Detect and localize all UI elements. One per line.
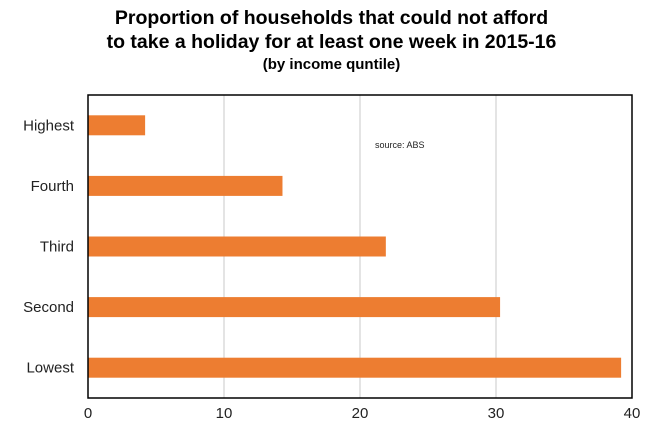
category-label-lowest: Lowest (26, 360, 74, 377)
x-tick-labels: 0 10 20 30 40 (84, 405, 641, 422)
category-label-highest: Highest (23, 117, 75, 134)
bar-lowest (88, 357, 622, 378)
bars (88, 115, 622, 378)
source-annotation: source: ABS (375, 140, 425, 150)
bar-fourth (88, 175, 283, 196)
x-tick-label-40: 40 (624, 405, 641, 422)
x-tick-label-10: 10 (216, 405, 233, 422)
bar-highest (88, 115, 146, 136)
chart-subtitle: (by income quntile) (262, 56, 401, 73)
category-label-fourth: Fourth (31, 178, 74, 195)
chart-title-block: Proportion of households that could not … (0, 6, 663, 75)
category-labels: Highest Fourth Third Second Lowest (23, 117, 75, 376)
category-label-third: Third (40, 239, 74, 256)
x-tick-label-0: 0 (84, 405, 92, 422)
x-tick-label-30: 30 (488, 405, 505, 422)
x-tick-label-20: 20 (352, 405, 369, 422)
chart-title-line-2: to take a holiday for at least one week … (106, 31, 557, 53)
chart-title-line-1: Proportion of households that could not … (114, 7, 549, 29)
bar-second (88, 297, 501, 318)
category-label-second: Second (23, 299, 74, 316)
plot-area-frame (87, 94, 633, 399)
bar-third (88, 236, 386, 257)
